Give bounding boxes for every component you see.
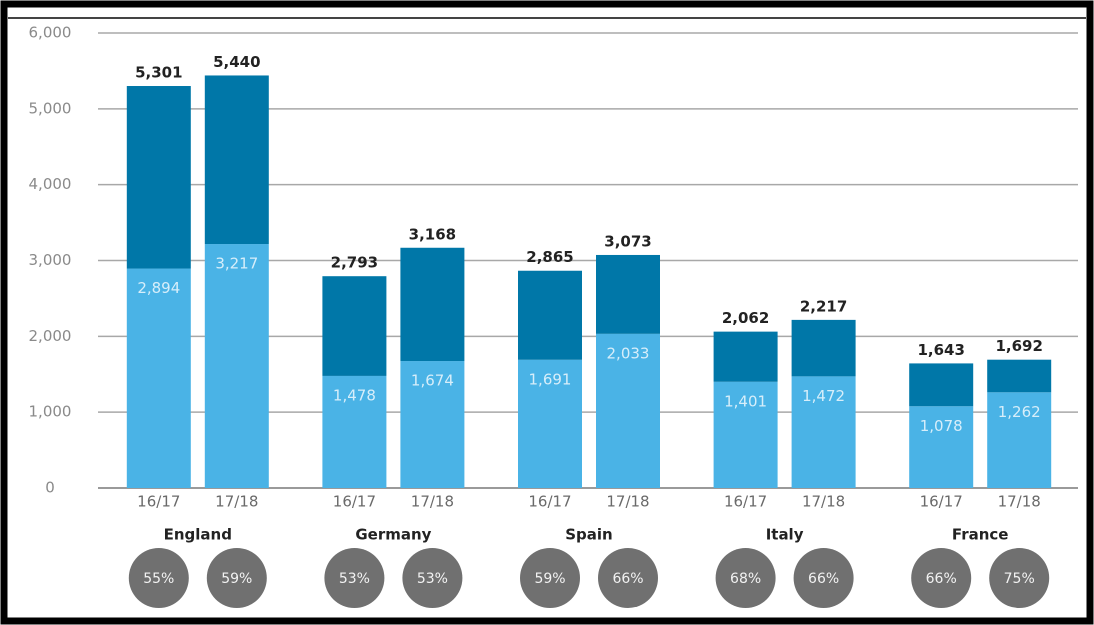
share-label: 59% [221, 571, 252, 587]
segment-label: 1,401 [724, 392, 767, 410]
share-label: 68% [730, 571, 761, 587]
y-tick-label: 1,000 [29, 403, 72, 421]
share-circle [598, 548, 658, 608]
bar-segment [791, 376, 856, 488]
total-label: 3,168 [409, 225, 456, 243]
total-label: 2,793 [331, 254, 378, 272]
bar-segment [987, 359, 1052, 393]
y-tick-label: 6,000 [29, 24, 72, 42]
x-tick-label: 16/17 [528, 493, 571, 511]
x-tick-label: 16/17 [724, 493, 767, 511]
share-label: 66% [808, 571, 839, 587]
y-tick-label: 5,000 [29, 99, 72, 117]
group-label: Italy [766, 526, 804, 544]
share-circle [793, 548, 854, 608]
x-tick-label: 16/17 [137, 493, 180, 511]
share-circle [324, 548, 385, 608]
segment-label: 1,472 [802, 387, 845, 405]
x-tick-label: 17/18 [606, 493, 649, 511]
segment-label: 1,078 [920, 417, 963, 435]
share-label: 75% [1004, 571, 1035, 587]
share-label: 66% [612, 571, 643, 587]
share-label: 66% [926, 571, 957, 587]
bar-segment [596, 254, 660, 334]
bar-segment [204, 244, 269, 488]
x-tick-label: 17/18 [802, 493, 845, 511]
y-tick-label: 0 [45, 479, 55, 497]
group-label: England [164, 526, 232, 544]
bar-segment [518, 359, 582, 488]
share-circle [520, 548, 580, 608]
group-label: Germany [355, 526, 431, 544]
total-label: 5,301 [135, 64, 182, 82]
segment-label: 1,691 [529, 370, 572, 388]
total-label: 2,062 [722, 309, 769, 327]
bar-segment [909, 406, 974, 488]
bar-segment [596, 333, 660, 488]
x-tick-label: 16/17 [333, 493, 376, 511]
y-tick-label: 2,000 [29, 327, 72, 345]
segment-label: 3,217 [215, 255, 258, 273]
total-label: 2,217 [800, 297, 847, 315]
segment-label: 1,674 [411, 372, 454, 390]
bar-segment [909, 363, 974, 407]
bar-segment [126, 86, 191, 269]
share-label: 59% [534, 571, 565, 587]
segment-label: 1,478 [333, 386, 376, 404]
bar-segment [204, 75, 269, 245]
bar-segment [713, 381, 778, 488]
bar-segment [322, 375, 387, 488]
group-label: Spain [565, 526, 612, 544]
share-circle [402, 548, 463, 608]
share-circle [128, 548, 189, 608]
bar-segment [400, 247, 465, 362]
group-label: France [952, 526, 1009, 544]
share-circle [989, 548, 1050, 608]
total-label: 3,073 [604, 232, 651, 250]
bar-segment [322, 276, 387, 376]
y-tick-label: 4,000 [29, 175, 72, 193]
bar-segment [791, 319, 856, 377]
share-label: 53% [417, 571, 448, 587]
bar-segment [987, 392, 1052, 488]
share-label: 53% [339, 571, 370, 587]
x-tick-label: 17/18 [215, 493, 258, 511]
segment-label: 2,033 [607, 344, 650, 362]
bar-segment [518, 270, 582, 360]
x-tick-label: 17/18 [998, 493, 1041, 511]
share-label: 55% [143, 571, 174, 587]
bar-segment [126, 268, 191, 488]
segment-label: 1,262 [998, 403, 1041, 421]
bar-segment [713, 331, 778, 382]
total-label: 2,865 [526, 248, 573, 266]
share-circle [911, 548, 972, 608]
x-tick-label: 17/18 [411, 493, 454, 511]
segment-label: 2,894 [137, 279, 180, 297]
total-label: 5,440 [213, 53, 260, 71]
total-label: 1,643 [917, 341, 964, 359]
share-circle [206, 548, 267, 608]
x-tick-label: 16/17 [920, 493, 963, 511]
total-label: 1,692 [995, 337, 1042, 355]
bar-segment [400, 361, 465, 488]
y-tick-label: 3,000 [29, 251, 72, 269]
share-circle [715, 548, 776, 608]
